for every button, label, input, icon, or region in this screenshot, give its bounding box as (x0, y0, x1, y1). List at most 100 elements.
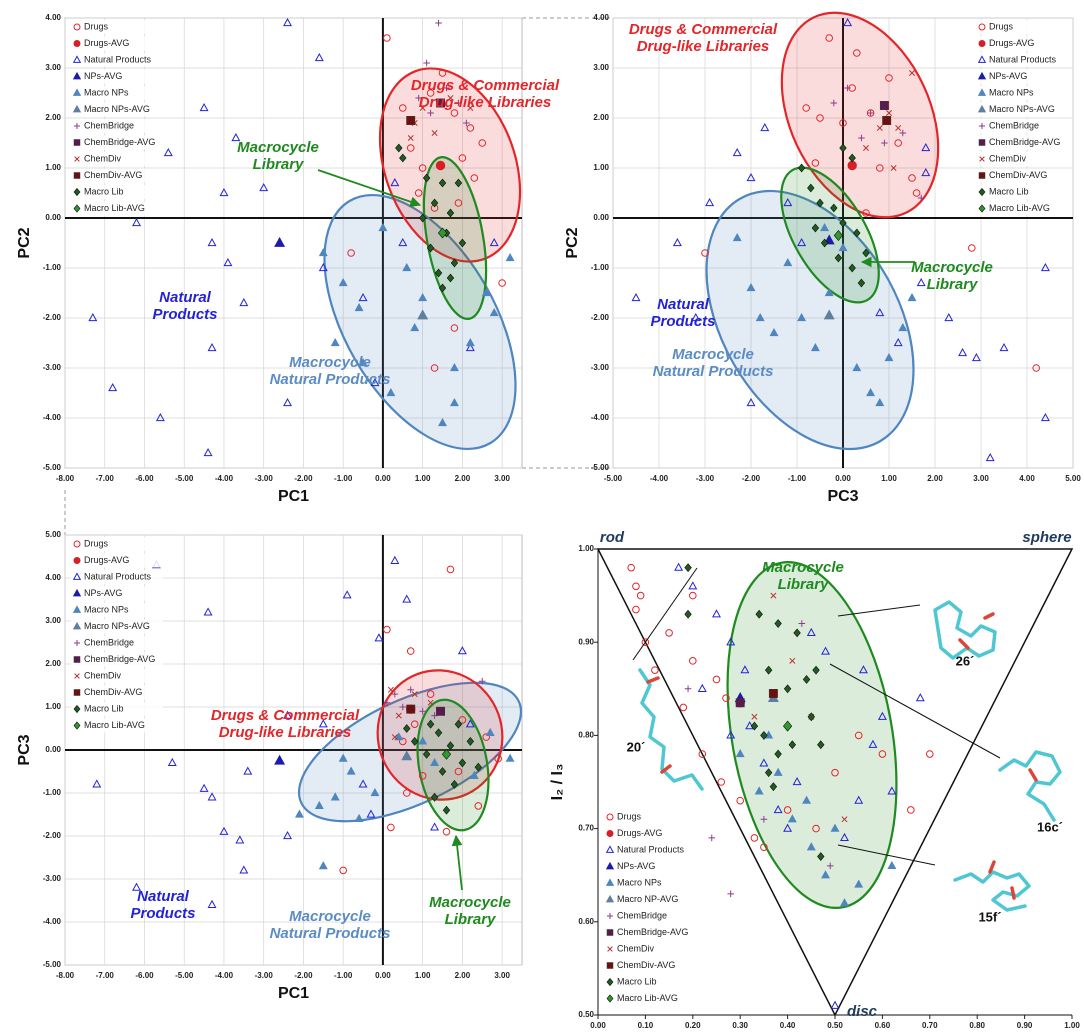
data-point (913, 190, 920, 197)
legend-label: Drugs-AVG (989, 38, 1034, 48)
annotation: rod (600, 529, 625, 546)
data-point (751, 835, 758, 842)
data-point (436, 707, 444, 715)
data-point (680, 704, 687, 711)
legend-label: NPs-AVG (617, 861, 655, 871)
x-tick-label: 0.80 (969, 1021, 985, 1030)
y-tick-label: 0.00 (45, 745, 61, 754)
data-point (908, 807, 915, 814)
annotation: Macrocycle (762, 559, 844, 576)
annotation: Natural (657, 296, 710, 313)
legend-label: Macro Lib-AVG (84, 720, 145, 730)
data-point (854, 50, 861, 57)
legend-label: ChemBridge-AVG (989, 137, 1060, 147)
data-point (666, 630, 673, 637)
data-point (689, 582, 696, 589)
data-point (713, 610, 720, 617)
data-point (407, 705, 415, 713)
y-tick-label: 2.00 (45, 113, 61, 122)
legend-swatch (74, 690, 80, 696)
data-point (817, 115, 824, 122)
data-point (831, 1002, 838, 1009)
data-point (439, 70, 446, 77)
y-axis-title: I₂ / I₃ (549, 764, 566, 801)
legend-label: ChemDiv-AVG (617, 960, 675, 970)
annotation: Drugs & Commercial (411, 77, 560, 94)
page: Chemical space PCA and PMI plots {"chart… (0, 0, 1084, 1032)
data-point (436, 161, 444, 169)
legend-swatch (607, 814, 613, 820)
annotation: Drug-like Libraries (637, 38, 770, 55)
annotation: Natural Products (270, 371, 391, 388)
data-point (419, 773, 426, 780)
x-tick-label: -4.00 (215, 474, 234, 483)
data-point (784, 807, 791, 814)
legend-label: ChemDiv (617, 943, 655, 953)
data-point (888, 862, 895, 869)
data-point (411, 721, 418, 728)
y-tick-label: -2.00 (43, 313, 62, 322)
data-point (877, 165, 884, 172)
y-tick-label: 3.00 (45, 616, 61, 625)
y-tick-label: 5.00 (45, 530, 61, 539)
data-point (879, 751, 886, 758)
legend-label: ChemBridge (989, 120, 1039, 130)
y-tick-label: -5.00 (43, 463, 62, 472)
legend-label: Macro NPs (84, 604, 129, 614)
x-tick-label: 1.00 (415, 971, 431, 980)
legend-label: ChemDiv (84, 670, 122, 680)
data-point (451, 325, 458, 332)
data-point (475, 803, 482, 810)
x-tick-label: 0.00 (590, 1021, 606, 1030)
legend-swatch (607, 963, 613, 969)
annotation: Drug-like Libraries (419, 94, 552, 111)
legend-label: ChemDiv-AVG (989, 170, 1047, 180)
legend-label: Natural Products (84, 571, 152, 581)
y-tick-label: 1.00 (45, 163, 61, 172)
y-tick-label: 4.00 (593, 13, 609, 22)
legend-label: Macro Lib-AVG (989, 203, 1050, 213)
data-point (407, 116, 415, 124)
legend-swatch (74, 24, 80, 30)
x-tick-label: -8.00 (56, 474, 75, 483)
legend-label: Macro NPs (617, 877, 662, 887)
annotation: Natural (137, 888, 190, 905)
legend-label: Natural Products (989, 54, 1057, 64)
y-tick-label: -5.00 (43, 960, 62, 969)
data-point (384, 626, 391, 633)
x-tick-label: 0.10 (638, 1021, 654, 1030)
x-axis-title: PC1 (278, 985, 309, 1002)
data-point (737, 797, 744, 804)
x-tick-label: -4.00 (650, 474, 669, 483)
x-tick-label: 0.00 (375, 474, 391, 483)
legend-label: NPs-AVG (84, 71, 122, 81)
y-tick-label: 3.00 (593, 63, 609, 72)
data-point (499, 280, 506, 287)
annotation: Products (650, 313, 715, 330)
y-tick-label: 0.50 (578, 1010, 594, 1019)
data-point (769, 689, 777, 697)
data-point (927, 751, 934, 758)
region-ellipse (703, 549, 921, 921)
y-tick-label: 0.00 (593, 213, 609, 222)
legend-swatch (74, 140, 80, 146)
legend-label: Drugs-AVG (84, 38, 129, 48)
legend-swatch (607, 831, 613, 837)
x-axis-title: PC3 (827, 488, 858, 505)
legend-label: Macro Lib (617, 976, 657, 986)
x-tick-label: -2.00 (294, 971, 313, 980)
x-tick-label: 1.00 (881, 474, 897, 483)
legend-label: Drugs-AVG (617, 828, 662, 838)
y-tick-label: -4.00 (43, 413, 62, 422)
legend-label: ChemDiv-AVG (84, 687, 142, 697)
data-point (637, 592, 644, 599)
data-point (690, 658, 697, 665)
data-point (883, 116, 891, 124)
y-axis-title: PC2 (564, 227, 581, 258)
data-point (895, 140, 902, 147)
legend-swatch (74, 558, 80, 564)
data-point (917, 694, 924, 701)
annotation: 15f´ (978, 909, 1001, 924)
molecule-sketch (1000, 752, 1060, 820)
y-tick-label: -2.00 (591, 313, 610, 322)
